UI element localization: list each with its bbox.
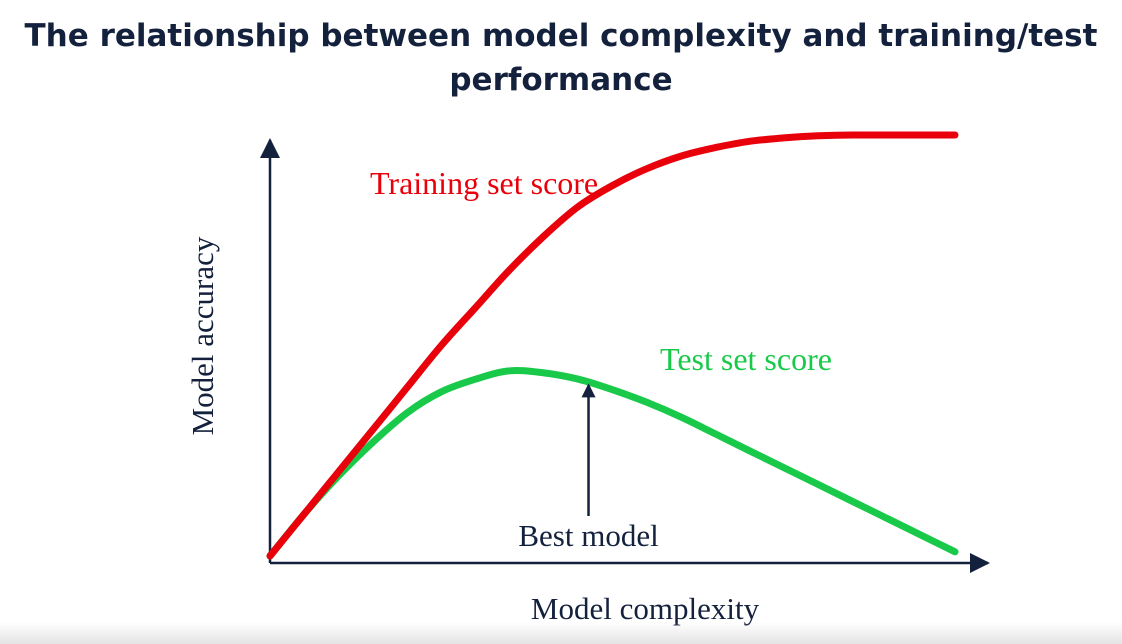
labels-layer: Training set score Test set score Best mod…: [185, 165, 832, 626]
chart-title-line-2: performance: [449, 62, 673, 98]
series-label-training: Training set score: [370, 165, 598, 201]
annotation-best-model: Best model: [518, 518, 658, 553]
x-axis-label: Model complexity: [531, 591, 760, 626]
chart-title: The relationship between model complexit…: [0, 14, 1122, 102]
series-label-test: Test set score: [660, 341, 832, 377]
best-model-arrow-head: [581, 383, 596, 398]
y-axis-label: Model accuracy: [185, 236, 220, 435]
training-set-score-line: [266, 131, 959, 560]
series-layer: [266, 131, 959, 560]
chart-title-line-1: The relationship between model complexit…: [24, 18, 1098, 54]
bottom-fade: [0, 622, 1122, 644]
axes: [260, 138, 990, 573]
test-set-score-line: [266, 366, 959, 560]
